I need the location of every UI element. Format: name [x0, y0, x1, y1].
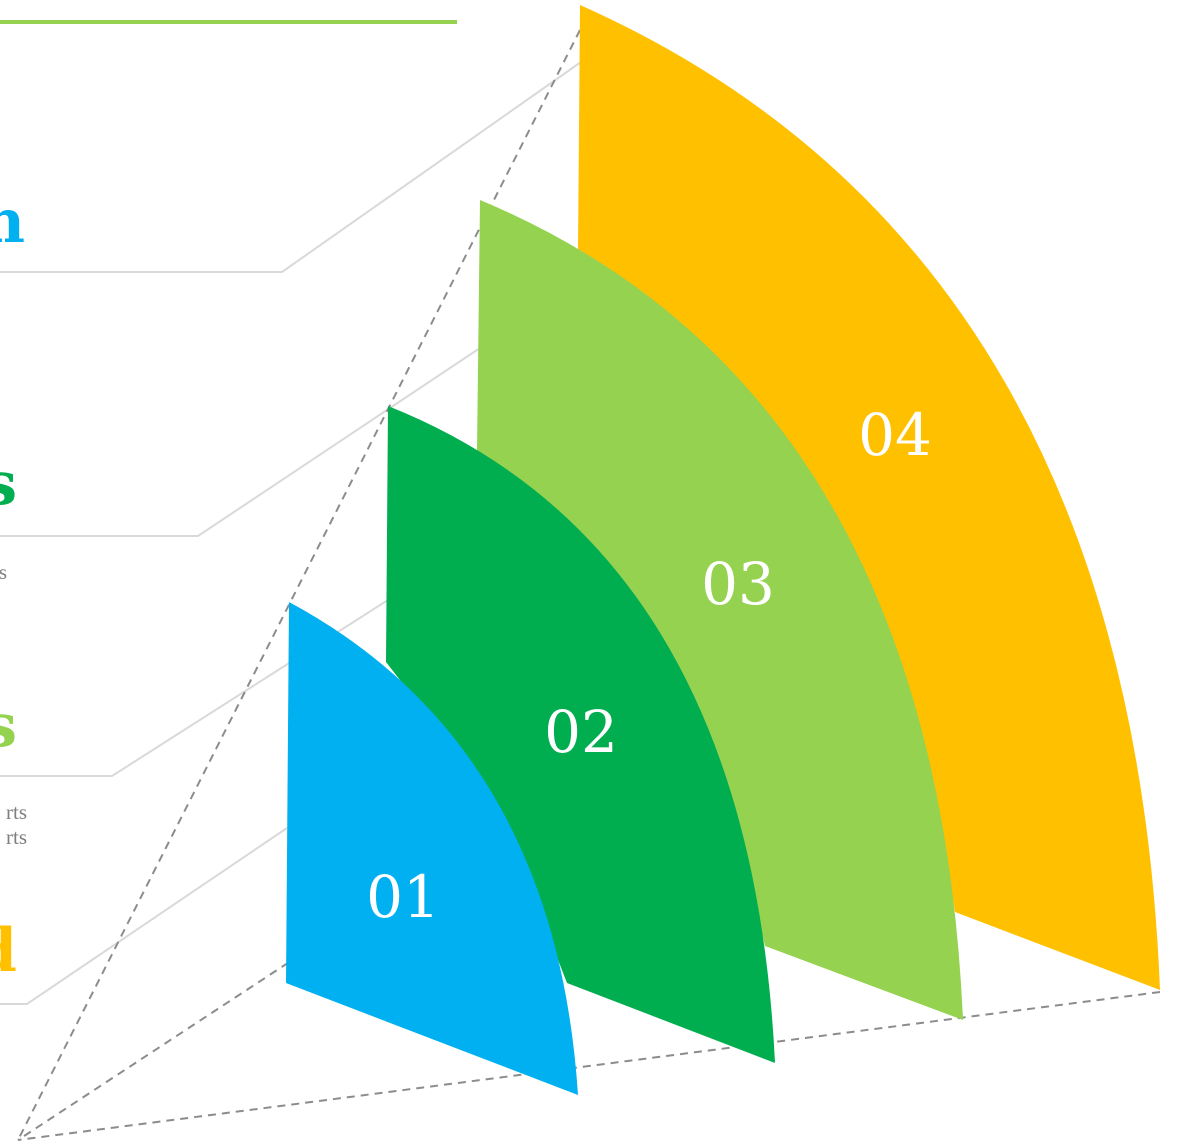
fan-03: 03 [477, 200, 963, 1020]
stage-heading-02: s [0, 691, 17, 761]
fan-04: 04 [578, 5, 1160, 990]
stage-description-03: s [0, 560, 7, 585]
fan-number: 02 [544, 698, 618, 766]
connector-line-04 [0, 61, 582, 273]
fan-01: 01 [286, 602, 578, 1095]
fan-02: 02 [386, 406, 775, 1063]
perspective-dashed-line [17, 29, 581, 1141]
stage-heading-04: n [0, 187, 25, 257]
connector-line-03 [0, 347, 481, 537]
description-line: rts [6, 800, 27, 824]
fan-number: 01 [366, 863, 440, 931]
description-line: s [0, 560, 7, 584]
description-line: rts [6, 825, 27, 850]
perspective-dashed-line [17, 991, 1161, 1141]
fan-shape [578, 5, 1160, 990]
fan-number: 03 [701, 550, 775, 618]
fan-shape [286, 602, 578, 1095]
fan-shape [386, 406, 775, 1063]
perspective-dashed-line [17, 954, 301, 1141]
fan-number: 04 [858, 401, 932, 469]
stage-heading-03: s [0, 449, 17, 519]
stage-heading-01: d [0, 921, 17, 981]
fan-shape [477, 200, 963, 1020]
connector-line-01 [0, 827, 288, 1005]
stage-description-02: rts rts [6, 800, 27, 850]
